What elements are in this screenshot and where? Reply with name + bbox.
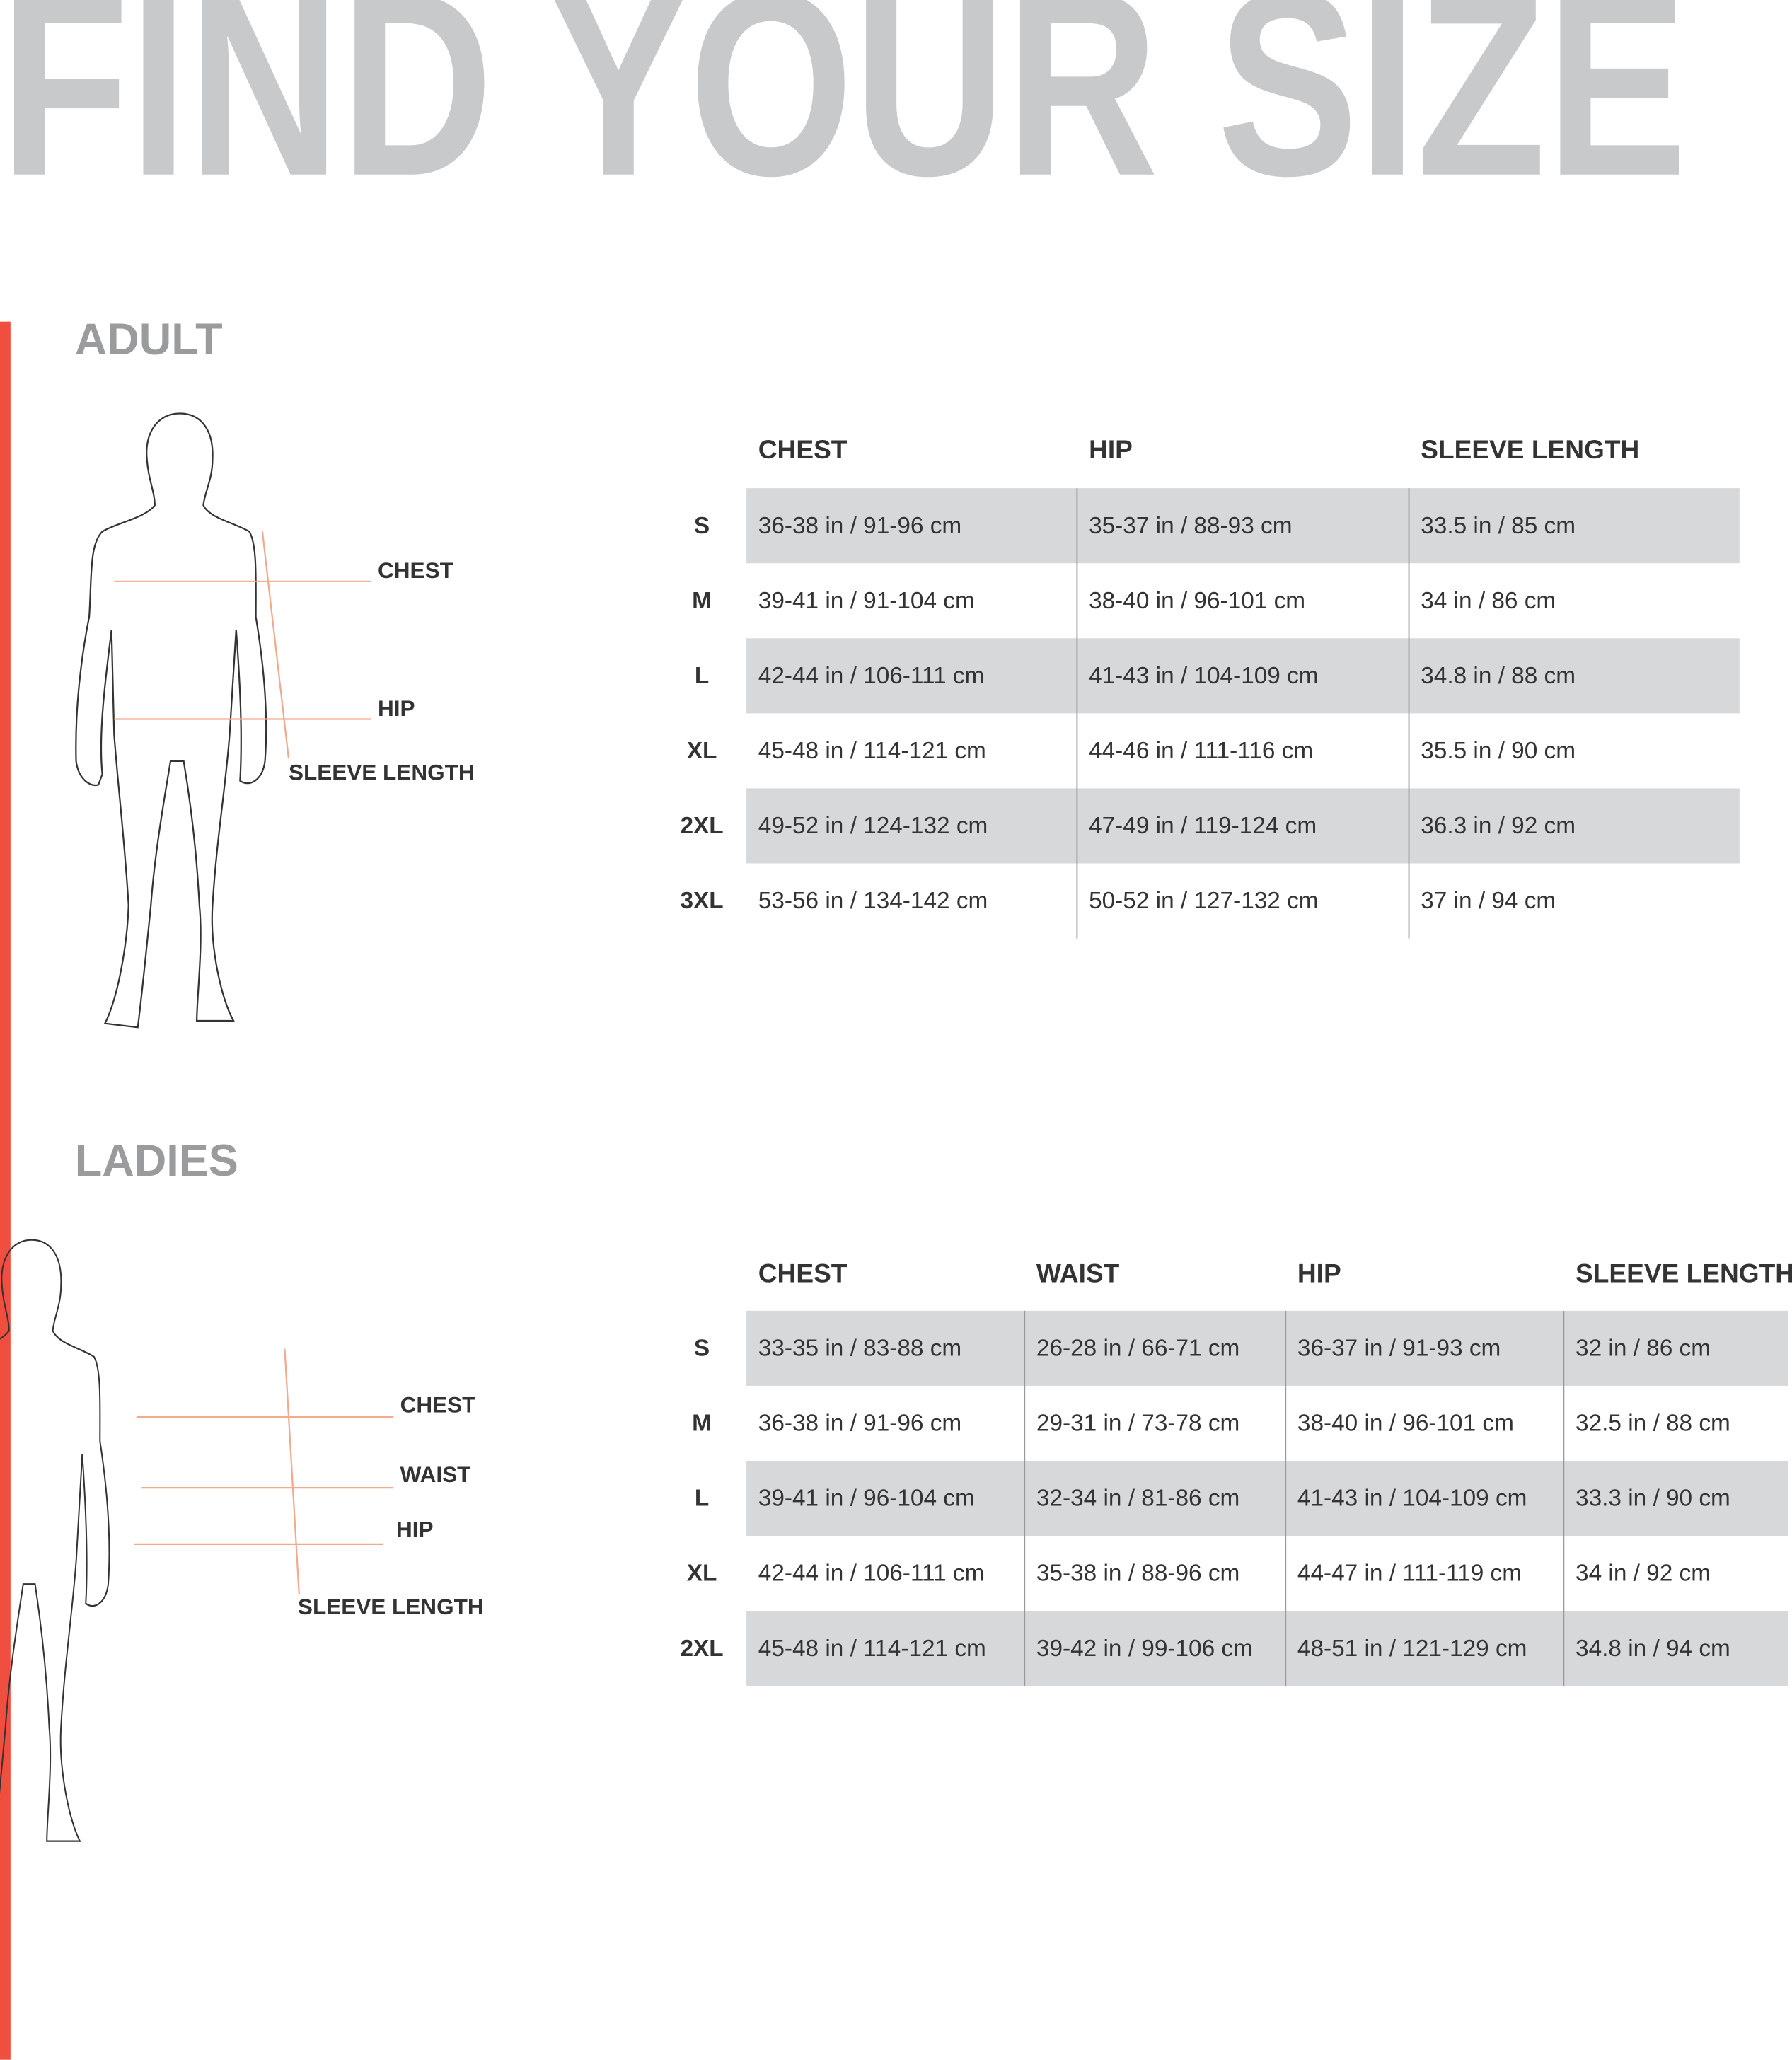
column-header: HIP <box>1297 1258 1341 1288</box>
cell: 37 in / 94 cm <box>1421 888 1556 914</box>
adult-figure: CHEST HIP SLEEVE LENGTH <box>75 412 475 1029</box>
size-label: S <box>694 1336 710 1362</box>
cell: 36-38 in / 91-96 cm <box>758 513 961 539</box>
page-title: FIND YOUR SIZE <box>0 0 1687 231</box>
figure-label: CHEST <box>378 557 453 583</box>
figure-label: HIP <box>378 695 415 721</box>
figure-label: SLEEVE LENGTH <box>289 760 475 785</box>
cell: 32.5 in / 88 cm <box>1576 1411 1730 1437</box>
cell: 34 in / 92 cm <box>1576 1561 1711 1587</box>
cell: 34.8 in / 94 cm <box>1576 1636 1730 1662</box>
size-label: M <box>692 1411 712 1437</box>
cell: 38-40 in / 96-101 cm <box>1089 588 1305 614</box>
cell: 32-34 in / 81-86 cm <box>1036 1486 1239 1512</box>
figure-label: SLEEVE LENGTH <box>298 1594 484 1619</box>
cell: 35-38 in / 88-96 cm <box>1036 1561 1239 1587</box>
column-header: SLEEVE LENGTH <box>1576 1258 1792 1288</box>
cell: 32 in / 86 cm <box>1576 1336 1711 1362</box>
figure-label: CHEST <box>400 1392 476 1418</box>
accent-bar <box>0 321 11 2060</box>
cell: 49-52 in / 124-132 cm <box>758 813 988 839</box>
figure-label: WAIST <box>400 1462 471 1487</box>
cell: 33.3 in / 90 cm <box>1576 1486 1730 1512</box>
row-band <box>746 488 1740 564</box>
column-header: CHEST <box>758 434 848 464</box>
size-label: L <box>695 1486 709 1512</box>
cell: 44-47 in / 111-119 cm <box>1297 1561 1522 1587</box>
cell: 42-44 in / 106-111 cm <box>758 1561 985 1587</box>
row-band <box>746 638 1740 714</box>
cell: 39-42 in / 99-106 cm <box>1036 1636 1253 1662</box>
size-label: 2XL <box>680 1636 723 1662</box>
cell: 39-41 in / 96-104 cm <box>758 1486 975 1512</box>
cell: 35.5 in / 90 cm <box>1421 738 1576 764</box>
size-label: 2XL <box>680 813 723 839</box>
cell: 41-43 in / 104-109 cm <box>1297 1486 1527 1512</box>
size-label: M <box>692 588 712 614</box>
cell: 42-44 in / 106-111 cm <box>758 663 985 689</box>
figure-label: HIP <box>396 1517 434 1542</box>
row-band <box>746 1460 1788 1537</box>
cell: 53-56 in / 134-142 cm <box>758 888 988 914</box>
cell: 39-41 in / 91-104 cm <box>758 588 975 614</box>
cell: 36.3 in / 92 cm <box>1421 813 1576 839</box>
cell: 38-40 in / 96-101 cm <box>1297 1411 1514 1437</box>
cell: 35-37 in / 88-93 cm <box>1089 513 1292 539</box>
cell: 47-49 in / 119-124 cm <box>1089 813 1317 839</box>
row-band <box>746 1611 1788 1686</box>
cell: 36-37 in / 91-93 cm <box>1297 1336 1501 1362</box>
section-title: LADIES <box>75 1136 238 1186</box>
ladies-figure: CHEST WAIST HIP SLEEVE LENGTH <box>0 1239 484 1842</box>
cell: 48-51 in / 121-129 cm <box>1297 1636 1527 1662</box>
row-band <box>746 1310 1788 1386</box>
size-label: XL <box>687 1561 717 1587</box>
section-title: ADULT <box>75 315 223 364</box>
cell: 26-28 in / 66-71 cm <box>1036 1336 1239 1362</box>
cell: 33.5 in / 85 cm <box>1421 513 1576 539</box>
size-label: S <box>694 513 710 539</box>
cell: 33-35 in / 83-88 cm <box>758 1336 961 1362</box>
cell: 41-43 in / 104-109 cm <box>1089 663 1319 689</box>
cell: 45-48 in / 114-121 cm <box>758 738 986 764</box>
cell: 50-52 in / 127-132 cm <box>1089 888 1319 914</box>
column-header: WAIST <box>1036 1258 1120 1288</box>
column-header: SLEEVE LENGTH <box>1421 434 1639 464</box>
cell: 45-48 in / 114-121 cm <box>758 1636 986 1662</box>
cell: 36-38 in / 91-96 cm <box>758 1411 961 1437</box>
column-header: HIP <box>1089 434 1133 464</box>
cell: 34.8 in / 88 cm <box>1421 663 1576 689</box>
row-band <box>746 788 1740 864</box>
cell: 44-46 in / 111-116 cm <box>1089 738 1313 764</box>
column-header: CHEST <box>758 1258 848 1288</box>
size-label: 3XL <box>680 888 723 914</box>
size-label: XL <box>687 738 717 764</box>
cell: 34 in / 86 cm <box>1421 588 1556 614</box>
size-label: L <box>695 663 709 689</box>
cell: 29-31 in / 73-78 cm <box>1036 1411 1239 1437</box>
